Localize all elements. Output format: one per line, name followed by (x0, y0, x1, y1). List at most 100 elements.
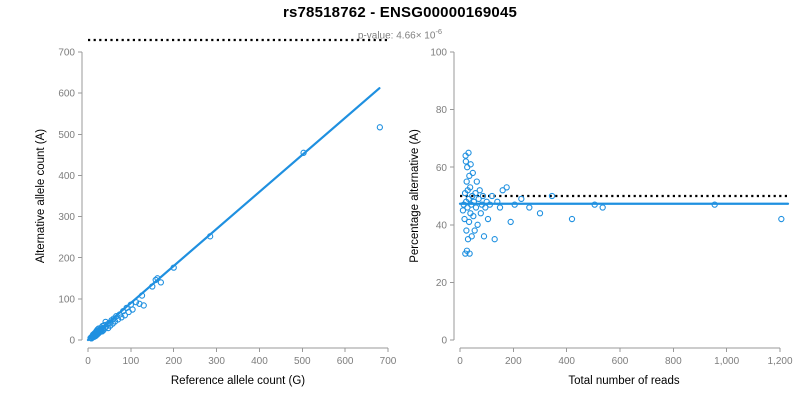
x-tick-label: 200 (505, 356, 522, 367)
x-tick-label: 800 (665, 356, 682, 367)
data-points (459, 149, 785, 257)
y-axis-title: Percentage alternative (A) (409, 129, 421, 263)
data-point (465, 218, 473, 226)
data-point (472, 189, 479, 197)
x-axis-title: Total number of reads (568, 375, 679, 387)
data-point (778, 215, 785, 223)
data-point (140, 302, 147, 309)
y-tick-label: 40 (436, 220, 448, 231)
data-point (475, 195, 482, 203)
data-point (300, 149, 307, 156)
pvalue-text: p-value: 4.66× 10 (357, 30, 436, 42)
data-point (157, 279, 165, 286)
data-point (466, 184, 474, 191)
data-point (461, 215, 468, 223)
y-axis: 0 100 200 300 400 500 600 700 (58, 48, 83, 347)
data-point (503, 184, 510, 191)
data-point (466, 172, 473, 179)
data-point (526, 204, 533, 211)
data-point (463, 227, 470, 234)
x-tick-label: 400 (558, 356, 575, 367)
x-tick-label: 200 (165, 356, 182, 367)
data-point (477, 210, 484, 217)
x-tick-label: 700 (380, 356, 397, 367)
y-tick-label: 60 (436, 163, 448, 174)
data-point (568, 215, 576, 223)
x-tick-label: 400 (251, 356, 268, 367)
data-point (511, 201, 518, 208)
data-point (599, 204, 606, 211)
data-point (488, 192, 496, 200)
data-point (499, 187, 506, 194)
x-tick-label: 600 (337, 356, 354, 367)
data-point (474, 221, 481, 228)
data-point (132, 298, 140, 306)
data-points (87, 124, 384, 342)
data-point (470, 198, 478, 205)
data-point (711, 201, 718, 208)
y-tick-label: 0 (441, 336, 447, 347)
data-point (548, 192, 556, 200)
fit-line (86, 87, 381, 342)
data-point (466, 250, 473, 257)
y-tick-label: 0 (69, 336, 75, 347)
data-point (149, 283, 156, 290)
data-point (496, 204, 504, 211)
x-axis-title: Reference allele count (G) (171, 375, 305, 387)
data-point (472, 204, 480, 211)
data-point (152, 276, 159, 284)
y-tick-label: 20 (436, 278, 448, 289)
x-axis: 0 100 200 300 400 500 600 700 (85, 347, 397, 367)
data-point (591, 201, 598, 208)
data-point (491, 236, 498, 243)
scatter-panel-reference-vs-alternative: 0 100 200 300 400 500 600 700 0 100 200 300 400 500 60… (0, 38, 400, 400)
data-point (480, 233, 488, 240)
data-point (482, 204, 489, 211)
data-point (468, 233, 475, 240)
y-tick-label: 600 (58, 89, 75, 100)
data-point (536, 210, 544, 217)
y-tick-label: 400 (58, 171, 75, 182)
data-point (463, 178, 470, 185)
data-point (138, 292, 146, 299)
data-point (465, 149, 472, 156)
data-point (473, 178, 480, 185)
x-tick-label: 500 (294, 356, 311, 367)
data-point (476, 187, 483, 194)
data-point (471, 227, 478, 234)
y-axis: 0 20 40 60 80 100 (430, 48, 455, 347)
y-tick-label: 500 (58, 130, 75, 141)
y-tick-label: 200 (58, 253, 75, 264)
data-point (470, 213, 477, 220)
x-tick-label: 100 (123, 356, 140, 367)
x-tick-label: 1,200 (767, 356, 792, 367)
y-tick-label: 700 (58, 48, 75, 59)
y-axis-title: Alternative allele count (A) (35, 129, 47, 263)
x-tick-label: 1,000 (714, 356, 739, 367)
data-point (206, 233, 214, 240)
data-point (467, 161, 474, 168)
data-point (376, 124, 384, 131)
y-tick-label: 300 (58, 212, 75, 223)
data-point (479, 192, 487, 200)
chart-svg: 0 20 40 60 80 100 0 200 400 600 800 1,000 1,200 Total… (409, 48, 793, 387)
pvalue-exponent: -6 (435, 27, 443, 36)
data-point (170, 264, 177, 271)
figure-title: rs78518762 - ENSG00000169045 (282, 4, 518, 21)
y-tick-label: 80 (436, 105, 448, 116)
x-tick-label: 300 (208, 356, 225, 367)
data-point (462, 158, 470, 165)
data-point (459, 207, 467, 214)
data-point (494, 198, 501, 205)
y-tick-label: 100 (430, 48, 447, 59)
y-tick-label: 100 (58, 294, 75, 305)
data-point (154, 275, 161, 282)
data-point (518, 195, 525, 203)
chart-svg: 0 100 200 300 400 500 600 700 0 100 200 300 400 500 60… (35, 38, 397, 387)
figure-subtitle: p-value: 4.66× 10-6 (0, 27, 800, 41)
data-point (486, 201, 494, 208)
data-point (129, 306, 136, 313)
data-point (121, 312, 129, 319)
data-point (469, 169, 476, 177)
